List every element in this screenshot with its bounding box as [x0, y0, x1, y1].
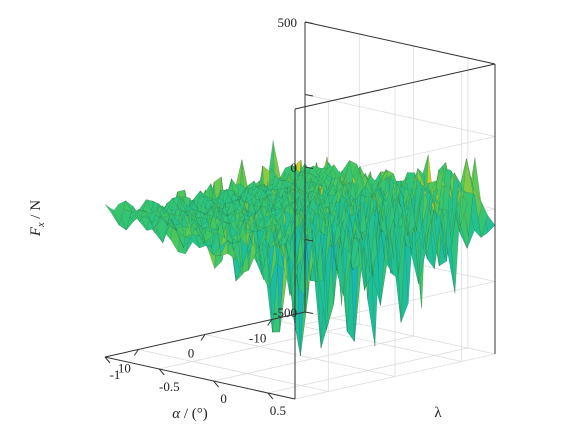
z-axis-label-sub: x: [36, 222, 47, 228]
z-axis-label-unit: / N: [28, 200, 44, 223]
z-axis-label: Fx / N: [28, 200, 47, 237]
z-tick-label: 500: [278, 15, 298, 30]
z-tick-label: 0: [291, 160, 298, 175]
alpha-tick-label: -10: [249, 331, 266, 346]
lambda-tick-label: 0.5: [270, 403, 286, 418]
floor-grid-alpha: [204, 334, 396, 377]
z-tick-mark: [304, 94, 314, 97]
axis-lines: [104, 21, 496, 400]
lambda-tick-mark: [213, 380, 219, 388]
lambda-tick-label: -0.5: [159, 379, 180, 394]
floor-grid-alpha: [138, 349, 329, 392]
alpha-tick-label: 0: [188, 346, 195, 361]
axis-box-edge: [294, 63, 496, 110]
lambda-tick-mark: [158, 368, 165, 376]
axis-box-edge: [304, 21, 496, 65]
surface-facet: [104, 204, 120, 226]
z-tick-mark: [304, 239, 314, 242]
side-wall-grid-z: [304, 94, 496, 137]
alpha-axis-label-main: α: [172, 406, 181, 422]
floor-grid-lambda: [159, 323, 360, 370]
lambda-tick-mark: [267, 392, 274, 400]
floor-grid-lambda: [213, 335, 414, 382]
alpha-axis-label: α / (°): [172, 406, 208, 422]
tick-labels: -500 0 500 -10 0 10-1 -0.5 0 0.5: [110, 15, 297, 418]
surface-mesh: [104, 140, 496, 357]
back-wall-grid-z: [294, 353, 496, 400]
lambda-tick-label: 0: [220, 391, 227, 406]
z-axis-label-main: F: [28, 226, 44, 237]
lambda-tick-mark: [104, 356, 111, 364]
z-tick-label: -500: [273, 305, 297, 320]
alpha-tick-mark: [267, 319, 273, 326]
alpha-tick-mark: [200, 334, 206, 341]
surface-facet: [185, 222, 200, 255]
z-tick-mark: [304, 21, 314, 24]
axis-box-edge: [104, 356, 296, 400]
z-tick-mark: [304, 166, 314, 169]
alpha-axis-label-unit: / (°): [180, 406, 208, 422]
lambda-axis-label: λ: [434, 405, 442, 421]
floor-grid-lambda: [267, 347, 468, 394]
z-tick-mark: [304, 311, 314, 314]
alpha-tick-label: 10: [118, 361, 131, 376]
side-wall-grid-z: [304, 311, 496, 355]
lambda-tick-label: -1: [110, 367, 121, 382]
alpha-tick-mark: [133, 349, 139, 356]
